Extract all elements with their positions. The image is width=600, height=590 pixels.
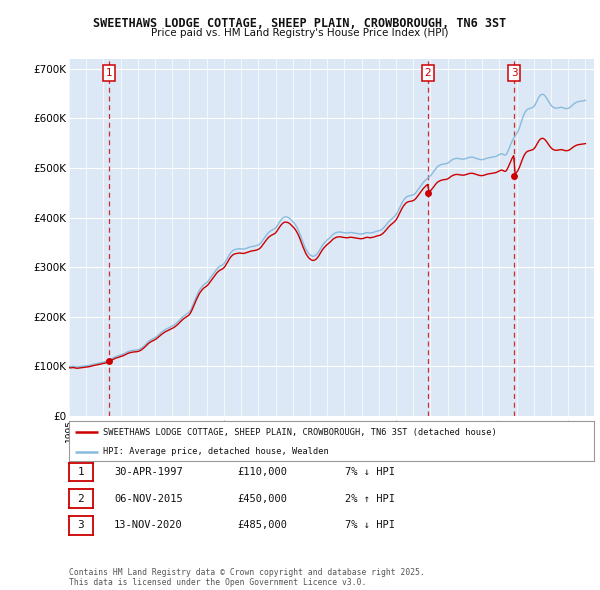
Text: Contains HM Land Registry data © Crown copyright and database right 2025.
This d: Contains HM Land Registry data © Crown c… xyxy=(69,568,425,587)
Text: £110,000: £110,000 xyxy=(237,467,287,477)
Text: 2% ↑ HPI: 2% ↑ HPI xyxy=(345,494,395,503)
Text: 1: 1 xyxy=(77,467,85,477)
Text: 3: 3 xyxy=(77,520,85,530)
Text: 13-NOV-2020: 13-NOV-2020 xyxy=(114,520,183,530)
Text: SWEETHAWS LODGE COTTAGE, SHEEP PLAIN, CROWBOROUGH, TN6 3ST (detached house): SWEETHAWS LODGE COTTAGE, SHEEP PLAIN, CR… xyxy=(103,428,497,437)
Text: 06-NOV-2015: 06-NOV-2015 xyxy=(114,494,183,503)
Text: Price paid vs. HM Land Registry's House Price Index (HPI): Price paid vs. HM Land Registry's House … xyxy=(151,28,449,38)
Text: 7% ↓ HPI: 7% ↓ HPI xyxy=(345,520,395,530)
Text: £485,000: £485,000 xyxy=(237,520,287,530)
Text: 2: 2 xyxy=(425,68,431,78)
Text: 30-APR-1997: 30-APR-1997 xyxy=(114,467,183,477)
Text: 7% ↓ HPI: 7% ↓ HPI xyxy=(345,467,395,477)
Text: SWEETHAWS LODGE COTTAGE, SHEEP PLAIN, CROWBOROUGH, TN6 3ST: SWEETHAWS LODGE COTTAGE, SHEEP PLAIN, CR… xyxy=(94,17,506,30)
Text: 2: 2 xyxy=(77,494,85,503)
Text: 3: 3 xyxy=(511,68,518,78)
Text: 1: 1 xyxy=(106,68,112,78)
Text: £450,000: £450,000 xyxy=(237,494,287,503)
Text: HPI: Average price, detached house, Wealden: HPI: Average price, detached house, Weal… xyxy=(103,447,329,456)
